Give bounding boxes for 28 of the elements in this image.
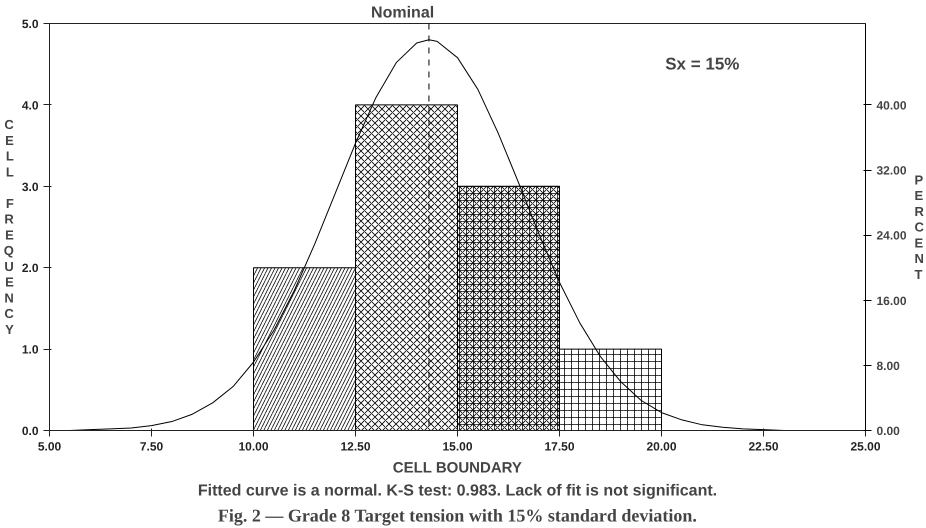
annotation: Sx = 15%	[665, 54, 740, 74]
y-tick-label: 0.0	[22, 424, 39, 438]
x-tick-label: 25.00	[850, 440, 881, 454]
y2-tick-label: 8.00	[876, 358, 900, 373]
x-tick-label: 12.50	[340, 440, 371, 454]
x-tick-label: 5.00	[38, 440, 62, 454]
x-axis-title: CELL BOUNDARY	[392, 460, 522, 476]
x-tick-label: 22.50	[748, 440, 779, 454]
ref-line-label: Nominal	[371, 4, 434, 22]
x-tick-label: 20.00	[646, 440, 677, 454]
y-tick-label: 2.0	[22, 261, 39, 276]
x-tick-label: 15.00	[442, 440, 473, 454]
y-tick-label: 5.0	[22, 17, 39, 31]
text: Fig. 2 — Grade 8 Target tension with 15% standard deviation.	[218, 506, 697, 526]
x-tick-label: 7.50	[140, 440, 164, 454]
y2-tick-label: 16.00	[876, 294, 907, 308]
y2-tick-label: 24.00	[876, 228, 907, 243]
y-tick-label: 3.0	[22, 180, 39, 194]
text: Fitted curve is a normal. K-S test: 0.983. Lack of fit is not significant.	[198, 482, 718, 500]
y2-tick-label: 32.00	[876, 164, 907, 178]
x-tick-label: 10.00	[238, 440, 269, 454]
text: CELL FREQUENCY	[4, 117, 14, 337]
x-tick-label: 17.50	[544, 440, 575, 454]
y-tick-label: 1.0	[22, 342, 39, 357]
y-tick-label: 4.0	[22, 98, 39, 112]
y2-tick-label: 40.00	[876, 98, 907, 112]
y2-tick-label: 0.00	[876, 424, 900, 438]
y2-axis-title: PERCENT	[914, 172, 925, 282]
